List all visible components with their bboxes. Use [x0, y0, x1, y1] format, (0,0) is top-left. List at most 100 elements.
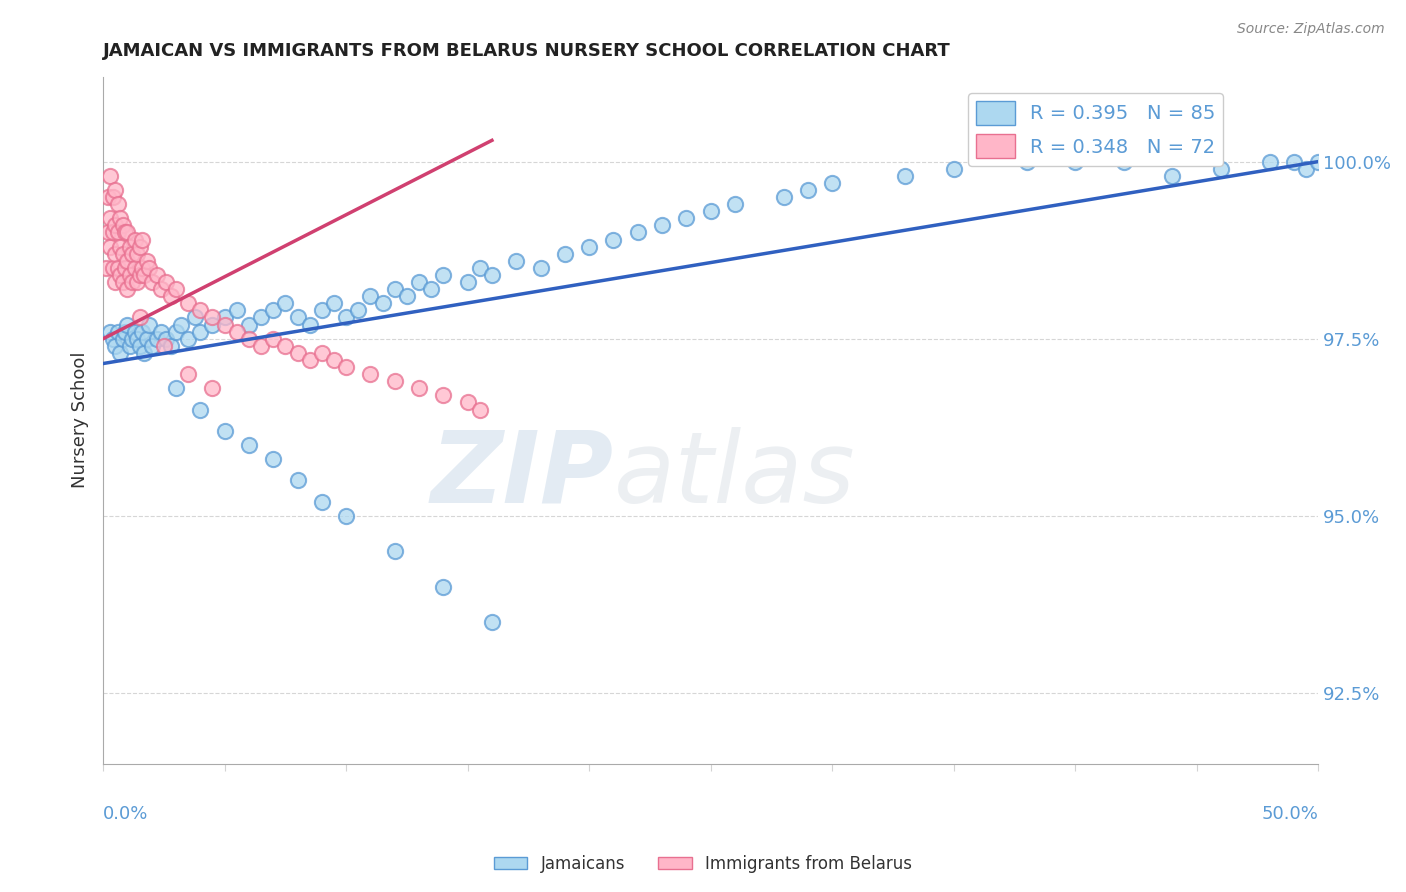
- Point: [150, 325, 173, 339]
- Point: [420, 282, 443, 296]
- Point: [468, 402, 491, 417]
- Point: [184, 310, 207, 325]
- Point: [371, 296, 394, 310]
- Point: [165, 381, 187, 395]
- Point: [481, 615, 503, 629]
- Point: [153, 339, 176, 353]
- Point: [177, 367, 200, 381]
- Text: 0.0%: 0.0%: [103, 805, 149, 823]
- Point: [188, 325, 211, 339]
- Point: [117, 282, 139, 296]
- Point: [942, 161, 965, 176]
- Point: [627, 226, 650, 240]
- Point: [121, 332, 143, 346]
- Point: [274, 296, 297, 310]
- Point: [1258, 154, 1281, 169]
- Point: [128, 268, 150, 282]
- Text: JAMAICAN VS IMMIGRANTS FROM BELARUS NURSERY SCHOOL CORRELATION CHART: JAMAICAN VS IMMIGRANTS FROM BELARUS NURS…: [103, 42, 950, 60]
- Point: [651, 219, 673, 233]
- Point: [108, 211, 131, 226]
- Point: [201, 318, 224, 332]
- Point: [457, 395, 479, 409]
- Point: [384, 374, 406, 388]
- Point: [1209, 161, 1232, 176]
- Point: [481, 268, 503, 282]
- Point: [145, 332, 167, 346]
- Point: [117, 253, 139, 268]
- Point: [347, 303, 370, 318]
- Legend: R = 0.395   N = 85, R = 0.348   N = 72: R = 0.395 N = 85, R = 0.348 N = 72: [967, 93, 1223, 166]
- Point: [1295, 161, 1317, 176]
- Point: [131, 260, 153, 275]
- Point: [457, 275, 479, 289]
- Point: [432, 268, 454, 282]
- Point: [121, 275, 143, 289]
- Point: [225, 325, 247, 339]
- Point: [177, 332, 200, 346]
- Point: [121, 246, 143, 260]
- Point: [1064, 154, 1087, 169]
- Point: [97, 226, 120, 240]
- Point: [201, 310, 224, 325]
- Point: [250, 339, 273, 353]
- Point: [214, 310, 236, 325]
- Point: [323, 353, 346, 368]
- Point: [111, 246, 134, 260]
- Point: [97, 190, 120, 204]
- Point: [118, 339, 141, 353]
- Point: [335, 310, 357, 325]
- Point: [188, 402, 211, 417]
- Point: [111, 332, 134, 346]
- Point: [311, 346, 333, 360]
- Point: [108, 268, 131, 282]
- Point: [359, 289, 381, 303]
- Point: [100, 211, 122, 226]
- Point: [238, 438, 260, 452]
- Point: [107, 325, 129, 339]
- Point: [298, 318, 321, 332]
- Point: [408, 275, 430, 289]
- Point: [1015, 154, 1038, 169]
- Point: [238, 332, 260, 346]
- Point: [108, 239, 131, 253]
- Point: [135, 332, 157, 346]
- Point: [118, 268, 141, 282]
- Point: [111, 275, 134, 289]
- Point: [432, 580, 454, 594]
- Y-axis label: Nursery School: Nursery School: [72, 352, 89, 489]
- Point: [578, 239, 600, 253]
- Point: [117, 318, 139, 332]
- Point: [118, 239, 141, 253]
- Point: [141, 339, 163, 353]
- Point: [138, 318, 160, 332]
- Point: [128, 310, 150, 325]
- Point: [395, 289, 418, 303]
- Point: [188, 303, 211, 318]
- Point: [384, 544, 406, 558]
- Point: [108, 346, 131, 360]
- Point: [554, 246, 576, 260]
- Point: [1282, 154, 1305, 169]
- Point: [111, 219, 134, 233]
- Point: [127, 332, 149, 346]
- Point: [177, 296, 200, 310]
- Point: [772, 190, 794, 204]
- Point: [131, 233, 153, 247]
- Point: [298, 353, 321, 368]
- Point: [127, 275, 149, 289]
- Point: [894, 169, 917, 183]
- Point: [124, 325, 146, 339]
- Point: [359, 367, 381, 381]
- Point: [160, 339, 183, 353]
- Point: [1112, 154, 1135, 169]
- Point: [311, 494, 333, 508]
- Point: [100, 239, 122, 253]
- Point: [128, 239, 150, 253]
- Point: [155, 275, 177, 289]
- Point: [104, 339, 127, 353]
- Point: [287, 310, 309, 325]
- Point: [101, 226, 124, 240]
- Point: [699, 204, 721, 219]
- Point: [150, 282, 173, 296]
- Point: [468, 260, 491, 275]
